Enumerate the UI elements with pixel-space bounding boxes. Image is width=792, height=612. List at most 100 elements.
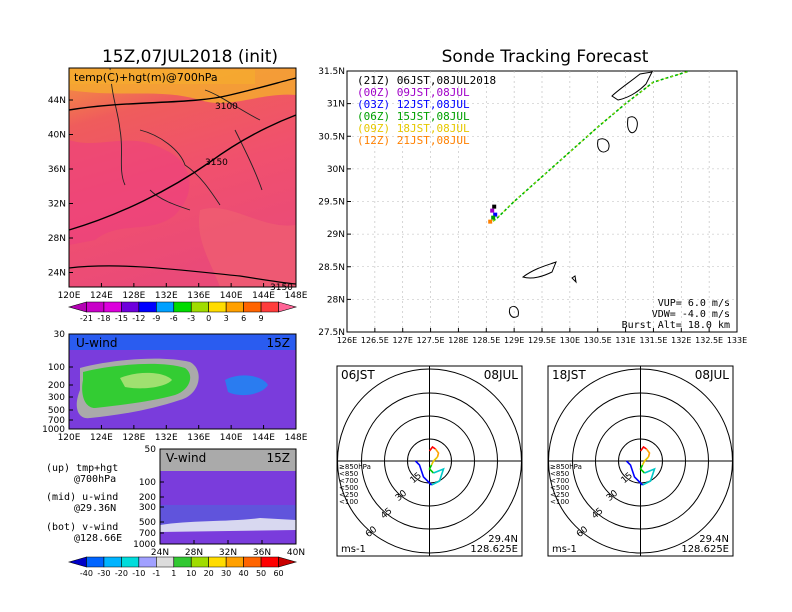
height-contour-3150 [68,114,297,231]
cool-region [69,140,190,245]
temp-map-lat-ticks: 44N 40N 36N 32N 28N 24N [48,96,73,279]
hodo-legend-entry: <700 [550,477,569,485]
u-wind-label: U-wind [76,336,117,350]
wind-colorbar-label: 40 [239,569,249,578]
wind-colorbar-swatch [225,556,244,568]
v-p-label: 500 [139,518,156,528]
wind-colorbar-swatch [173,556,192,568]
left-title: 15Z,07JUL2018 (init) [102,47,278,67]
note-bot-lon: @128.66E [74,533,122,544]
vup-readout: VUP= 6.0 m/s [658,298,730,309]
height-contour-3150b [68,265,297,285]
track-panel: (21Z) 06JST,08JUL2018(00Z) 09JST,08JUL (0… [346,70,738,333]
temp-colorbar-label: -3 [187,314,195,323]
u-wind-top-band [69,334,296,350]
island-amami [521,261,557,279]
hodo-lon: 128.625E [470,544,518,555]
track-lat-label: 30.5N [318,132,345,142]
u-wind-core [120,372,172,389]
note-up-level: @700hPa [74,474,116,485]
lon-tick-label: 132E [155,291,178,301]
lon-tick-label: 136E [187,291,210,301]
legend-entry: (00Z) 09JST,08JUL [357,86,470,99]
lat-tick-label: 28N [48,234,66,244]
landing-marker [491,215,496,220]
temp-colorbar-label: -18 [97,314,110,323]
v-lat-label: 24N [151,548,169,558]
hodo-legend-entry: <250 [550,491,569,499]
temp-colorbar-label: 0 [206,314,211,323]
hodo-trace-segment [431,467,445,486]
wind-colorbar-label: 1 [171,569,176,578]
u-wind-time: 15Z [267,336,291,350]
v-p-label: 300 [139,503,156,513]
landing-marker [493,212,498,217]
lat-tick-label: 24N [48,269,66,279]
hodo-trace-segment [639,464,646,474]
wind-colorbar-label: -30 [97,569,110,578]
wind-colorbar-label: -1 [152,569,160,578]
u-p-label: 300 [48,393,65,403]
note-up: (up) tmp+hgt [46,463,118,474]
legend-entry: (09Z) 18JST,08JUL [357,122,470,135]
v-wind-time: 15Z [267,451,291,465]
track-lon-label: 129E [504,336,524,345]
panel-notes: (up) tmp+hgt @700hPa (mid) u-wind @29.36… [46,463,122,544]
hodo-trace-segment [645,448,651,458]
sonde-track [488,70,690,224]
u-lon-label: 140E [220,433,243,443]
track-lat-label: 29.5N [318,198,345,208]
hodo-date: 08JUL [695,368,730,382]
hodo-legend-entry: ≥850hPa [550,463,582,471]
track-lon-ticks: 126E 126.5E 127E 127.5E 128E 128.5E 129E 129.5E… [337,328,747,345]
contour-label-3150b: 3150 [270,283,293,293]
legend-entry: (21Z) 06JST,08JUL2018 [357,74,496,87]
contour-label-3150: 3150 [205,158,228,168]
lon-tick-label: 144E [252,291,275,301]
u-lon-label: 124E [90,433,113,443]
hodo-legend-entry: <500 [339,484,358,492]
wind-colorbar-swatch [86,556,105,568]
wind-colorbar-label: 60 [273,569,283,578]
temp-colorbar-swatch [225,301,244,313]
track-lat-label: 27.5N [318,328,345,338]
v-lat-label: 28N [185,548,203,558]
track-lon-label: 133E [727,336,747,345]
burst-readout: Burst Alt= 18.0 km [622,320,730,331]
hodo-unit: ms-1 [552,544,577,555]
v-lat-label: 36N [253,548,271,558]
hodo-legend-entry: <100 [339,498,358,506]
u-lon-label: 144E [252,433,275,443]
track-legend: (21Z) 06JST,08JUL2018(00Z) 09JST,08JUL (0… [357,74,496,147]
u-lon-label: 148E [285,433,308,443]
island-tokunoshima [509,305,519,318]
wind-colorbar-swatch [208,556,227,568]
wind-colorbar-swatch [138,556,157,568]
lat-tick-label: 32N [48,200,66,210]
temp-colorbar-swatch [67,301,87,313]
track-lon-label: 132.5E [695,336,723,345]
track-lon-label: 128E [448,336,468,345]
v-p-label: 1000 [133,540,156,550]
wind-colorbar-label: 50 [256,569,266,578]
wind-colorbar-label: 30 [221,569,231,578]
wind-colorbar-swatch [190,556,209,568]
track-path [492,70,690,222]
contour-label-3100: 3100 [215,102,238,112]
note-bot: (bot) v-wind [46,522,118,533]
wind-colorbar-label: 10 [186,569,196,578]
u-wind-easterly [225,375,268,396]
hodo-legend-entry: <250 [339,491,358,499]
hodo-trace-segment [430,456,439,466]
lon-tick-label: 148E [285,291,308,301]
track-lon-label: 130.5E [584,336,612,345]
lat-tick-label: 36N [48,165,66,175]
u-p-label: 1000 [42,425,65,435]
hodo-lon: 128.625E [681,544,729,555]
u-wind-frame [68,333,297,430]
hodo-trace-segment [414,460,433,486]
track-lat-label: 28N [327,295,345,305]
